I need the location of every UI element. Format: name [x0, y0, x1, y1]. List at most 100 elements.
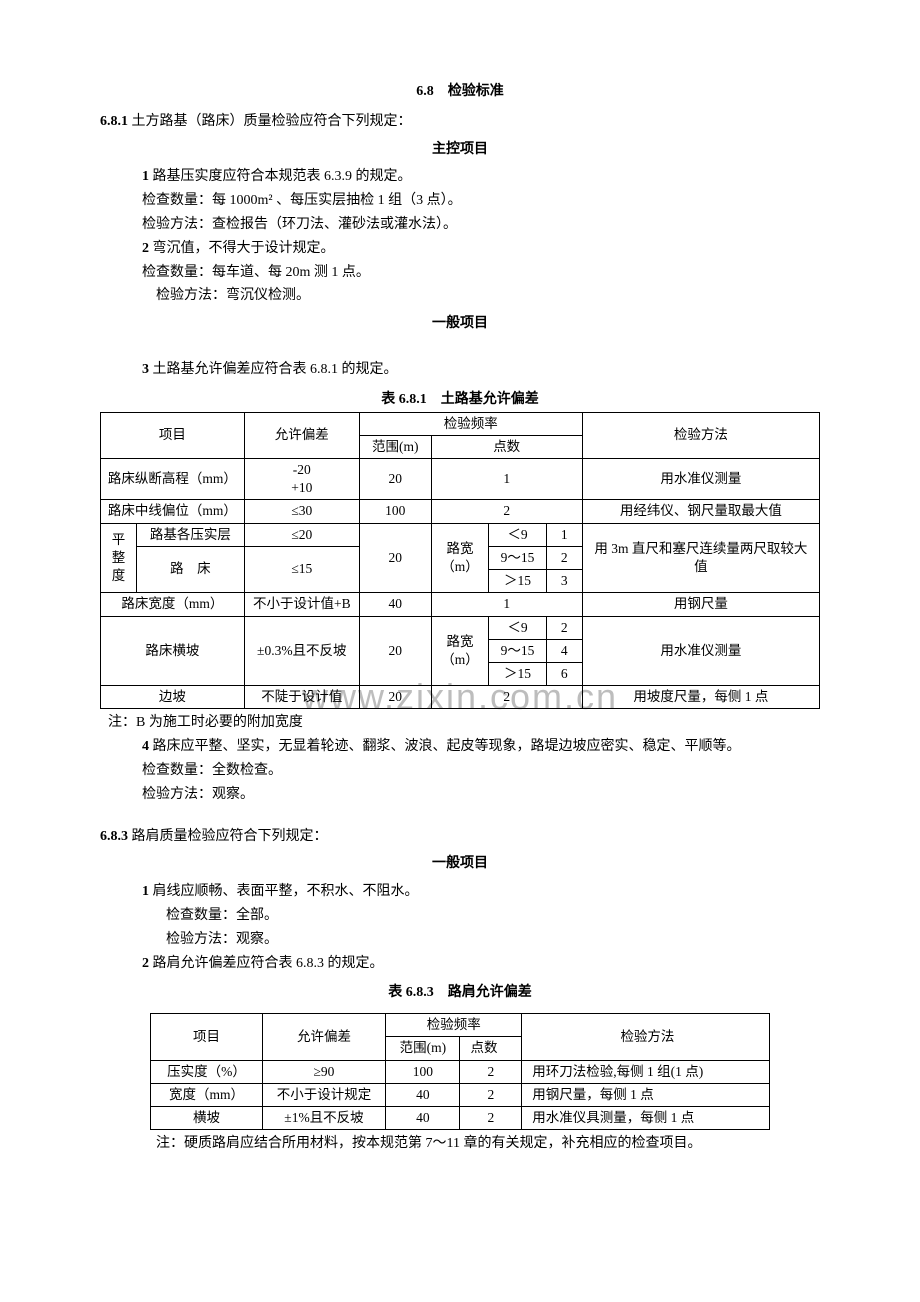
- item-4-method: 检验方法：观察。: [100, 783, 820, 807]
- table-681-caption: 表 6.8.1 土路基允许偏差: [100, 388, 820, 412]
- table-683-caption: 表 6.8.3 路肩允许偏差: [100, 981, 820, 1005]
- cell: 宽度（mm）: [151, 1083, 262, 1106]
- cell: 路 床: [136, 546, 244, 592]
- cell: 20: [359, 459, 431, 500]
- th-freq: 检验频率: [386, 1014, 522, 1037]
- item-num: 2: [142, 956, 149, 971]
- clause-number: 6.8.1: [100, 114, 128, 129]
- cell: 100: [386, 1060, 460, 1083]
- item-num: 1: [142, 884, 149, 899]
- cell: 边坡: [101, 686, 245, 709]
- cell: 100: [359, 500, 431, 523]
- sub-general-2: 一般项目: [100, 852, 820, 876]
- th-range: 范围(m): [386, 1037, 460, 1060]
- th-method: 检验方法: [522, 1014, 769, 1060]
- table-683: 项目 允许偏差 检验频率 检验方法 范围(m) 点数 压实度（%） ≥90 10…: [150, 1013, 769, 1130]
- cell: 用 3m 直尺和塞尺连续量两尺取较大值: [582, 523, 819, 593]
- item-text: 弯沉值，不得大于设计规定。: [153, 241, 335, 256]
- item-2-qty: 检查数量：每车道、每 20m 测 1 点。: [100, 261, 820, 285]
- cell: 2: [546, 616, 582, 639]
- item-4-qty: 检查数量：全数检查。: [100, 759, 820, 783]
- section-heading: 6.8 检验标准: [100, 80, 820, 104]
- th-item: 项目: [151, 1014, 262, 1060]
- cell: ≤20: [244, 523, 359, 546]
- cell: -20 +10: [244, 459, 359, 500]
- cell: 路宽（m）: [431, 523, 489, 593]
- clause-683: 6.8.3 路肩质量检验应符合下列规定：: [100, 825, 820, 849]
- item-683-1-method: 检验方法：观察。: [100, 928, 820, 952]
- cell: 40: [386, 1107, 460, 1130]
- cell: 用经纬仪、钢尺量取最大值: [582, 500, 819, 523]
- cell: 不小于设计值+B: [244, 593, 359, 616]
- cell: 3: [546, 570, 582, 593]
- cell: 40: [386, 1083, 460, 1106]
- item-text: 土路基允许偏差应符合表 6.8.1 的规定。: [153, 362, 398, 377]
- cell: 2: [460, 1060, 522, 1083]
- item-text: 路基压实度应符合本规范表 6.3.9 的规定。: [153, 169, 412, 184]
- th-range: 范围(m): [359, 435, 431, 458]
- cell: 2: [546, 546, 582, 569]
- cell: 用钢尺量: [582, 593, 819, 616]
- cell: 路床横坡: [101, 616, 245, 686]
- cell: ＜9: [489, 523, 547, 546]
- clause-text: 土方路基（路床）质量检验应符合下列规定：: [132, 114, 412, 129]
- th-points: 点数: [460, 1037, 522, 1060]
- item-4: 4 路床应平整、坚实，无显着轮迹、翻浆、波浪、起皮等现象，路堤边坡应密实、稳定、…: [100, 735, 820, 759]
- item-num: 2: [142, 241, 149, 256]
- th-method: 检验方法: [582, 412, 819, 458]
- cell: 9～15: [489, 639, 547, 662]
- cell: 20: [359, 616, 431, 686]
- cell: 2: [460, 1083, 522, 1106]
- cell: 路基各压实层: [136, 523, 244, 546]
- item-683-1: 1 肩线应顺畅、表面平整，不积水、不阻水。: [100, 880, 820, 904]
- cell: 路宽（m）: [431, 616, 489, 686]
- item-text: 路肩允许偏差应符合表 6.8.3 的规定。: [153, 956, 384, 971]
- th-allow: 允许偏差: [244, 412, 359, 458]
- item-1-method: 检验方法：查检报告（环刀法、灌砂法或灌水法）。: [100, 213, 820, 237]
- cell-group: 平整度: [101, 523, 137, 593]
- cell: 1: [546, 523, 582, 546]
- cell: ＜9: [489, 616, 547, 639]
- item-text: 路床应平整、坚实，无显着轮迹、翻浆、波浪、起皮等现象，路堤边坡应密实、稳定、平顺…: [153, 739, 741, 754]
- sub-main-control: 主控项目: [100, 138, 820, 162]
- cell: 横坡: [151, 1107, 262, 1130]
- item-683-1-qty: 检查数量：全部。: [100, 904, 820, 928]
- cell: ≤15: [244, 546, 359, 592]
- cell: 2: [431, 686, 582, 709]
- item-2: 2 弯沉值，不得大于设计规定。: [100, 237, 820, 261]
- table-681-note: 注：B 为施工时必要的附加宽度: [100, 711, 820, 735]
- cell: 用钢尺量，每侧 1 点: [522, 1083, 769, 1106]
- cell: 路床宽度（mm）: [101, 593, 245, 616]
- cell: ±1%且不反坡: [262, 1107, 386, 1130]
- cell: ＞15: [489, 662, 547, 685]
- table-681: 项目 允许偏差 检验频率 检验方法 范围(m) 点数 路床纵断高程（mm） -2…: [100, 412, 820, 710]
- table-683-note: 注：硬质路肩应结合所用材料，按本规范第 7～11 章的有关规定，补充相应的检查项…: [100, 1132, 820, 1156]
- item-3: 3 土路基允许偏差应符合表 6.8.1 的规定。: [100, 358, 820, 382]
- th-points: 点数: [431, 435, 582, 458]
- sub-general-1: 一般项目: [100, 312, 820, 336]
- th-item: 项目: [101, 412, 245, 458]
- item-1: 1 路基压实度应符合本规范表 6.3.9 的规定。: [100, 165, 820, 189]
- clause-681: 6.8.1 土方路基（路床）质量检验应符合下列规定：: [100, 110, 820, 134]
- cell: 40: [359, 593, 431, 616]
- item-1-qty: 检查数量：每 1000m² 、每压实层抽检 1 组（3 点）。: [100, 189, 820, 213]
- item-text: 肩线应顺畅、表面平整，不积水、不阻水。: [153, 884, 419, 899]
- cell: 9～15: [489, 546, 547, 569]
- cell: 1: [431, 593, 582, 616]
- item-num: 4: [142, 739, 149, 754]
- item-num: 3: [142, 362, 149, 377]
- cell: 用水准仪测量: [582, 459, 819, 500]
- cell: 压实度（%）: [151, 1060, 262, 1083]
- cell: 1: [431, 459, 582, 500]
- item-683-2: 2 路肩允许偏差应符合表 6.8.3 的规定。: [100, 952, 820, 976]
- cell: 用坡度尺量，每侧 1 点: [582, 686, 819, 709]
- document-body: 6.8 检验标准 6.8.1 土方路基（路床）质量检验应符合下列规定： 主控项目…: [100, 80, 820, 1156]
- cell: 用水准仪具测量，每侧 1 点: [522, 1107, 769, 1130]
- cell: 用水准仪测量: [582, 616, 819, 686]
- th-allow: 允许偏差: [262, 1014, 386, 1060]
- cell: 2: [431, 500, 582, 523]
- cell: ±0.3%且不反坡: [244, 616, 359, 686]
- cell: 2: [460, 1107, 522, 1130]
- clause-text: 路肩质量检验应符合下列规定：: [132, 829, 328, 844]
- th-freq: 检验频率: [359, 412, 582, 435]
